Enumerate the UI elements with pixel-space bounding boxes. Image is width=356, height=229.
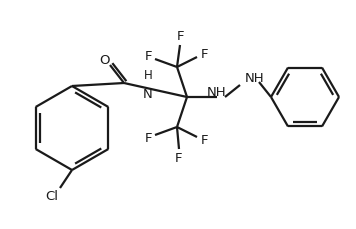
Text: F: F — [175, 152, 183, 164]
Text: F: F — [200, 134, 208, 147]
Text: F: F — [176, 30, 184, 44]
Text: N: N — [143, 88, 152, 101]
Text: NH: NH — [245, 71, 265, 85]
Text: O: O — [100, 54, 110, 66]
Text: NH: NH — [207, 87, 227, 99]
Text: F: F — [200, 49, 208, 62]
Text: H: H — [144, 69, 152, 82]
Text: F: F — [144, 131, 152, 144]
Text: F: F — [145, 51, 153, 63]
Text: Cl: Cl — [46, 190, 58, 202]
